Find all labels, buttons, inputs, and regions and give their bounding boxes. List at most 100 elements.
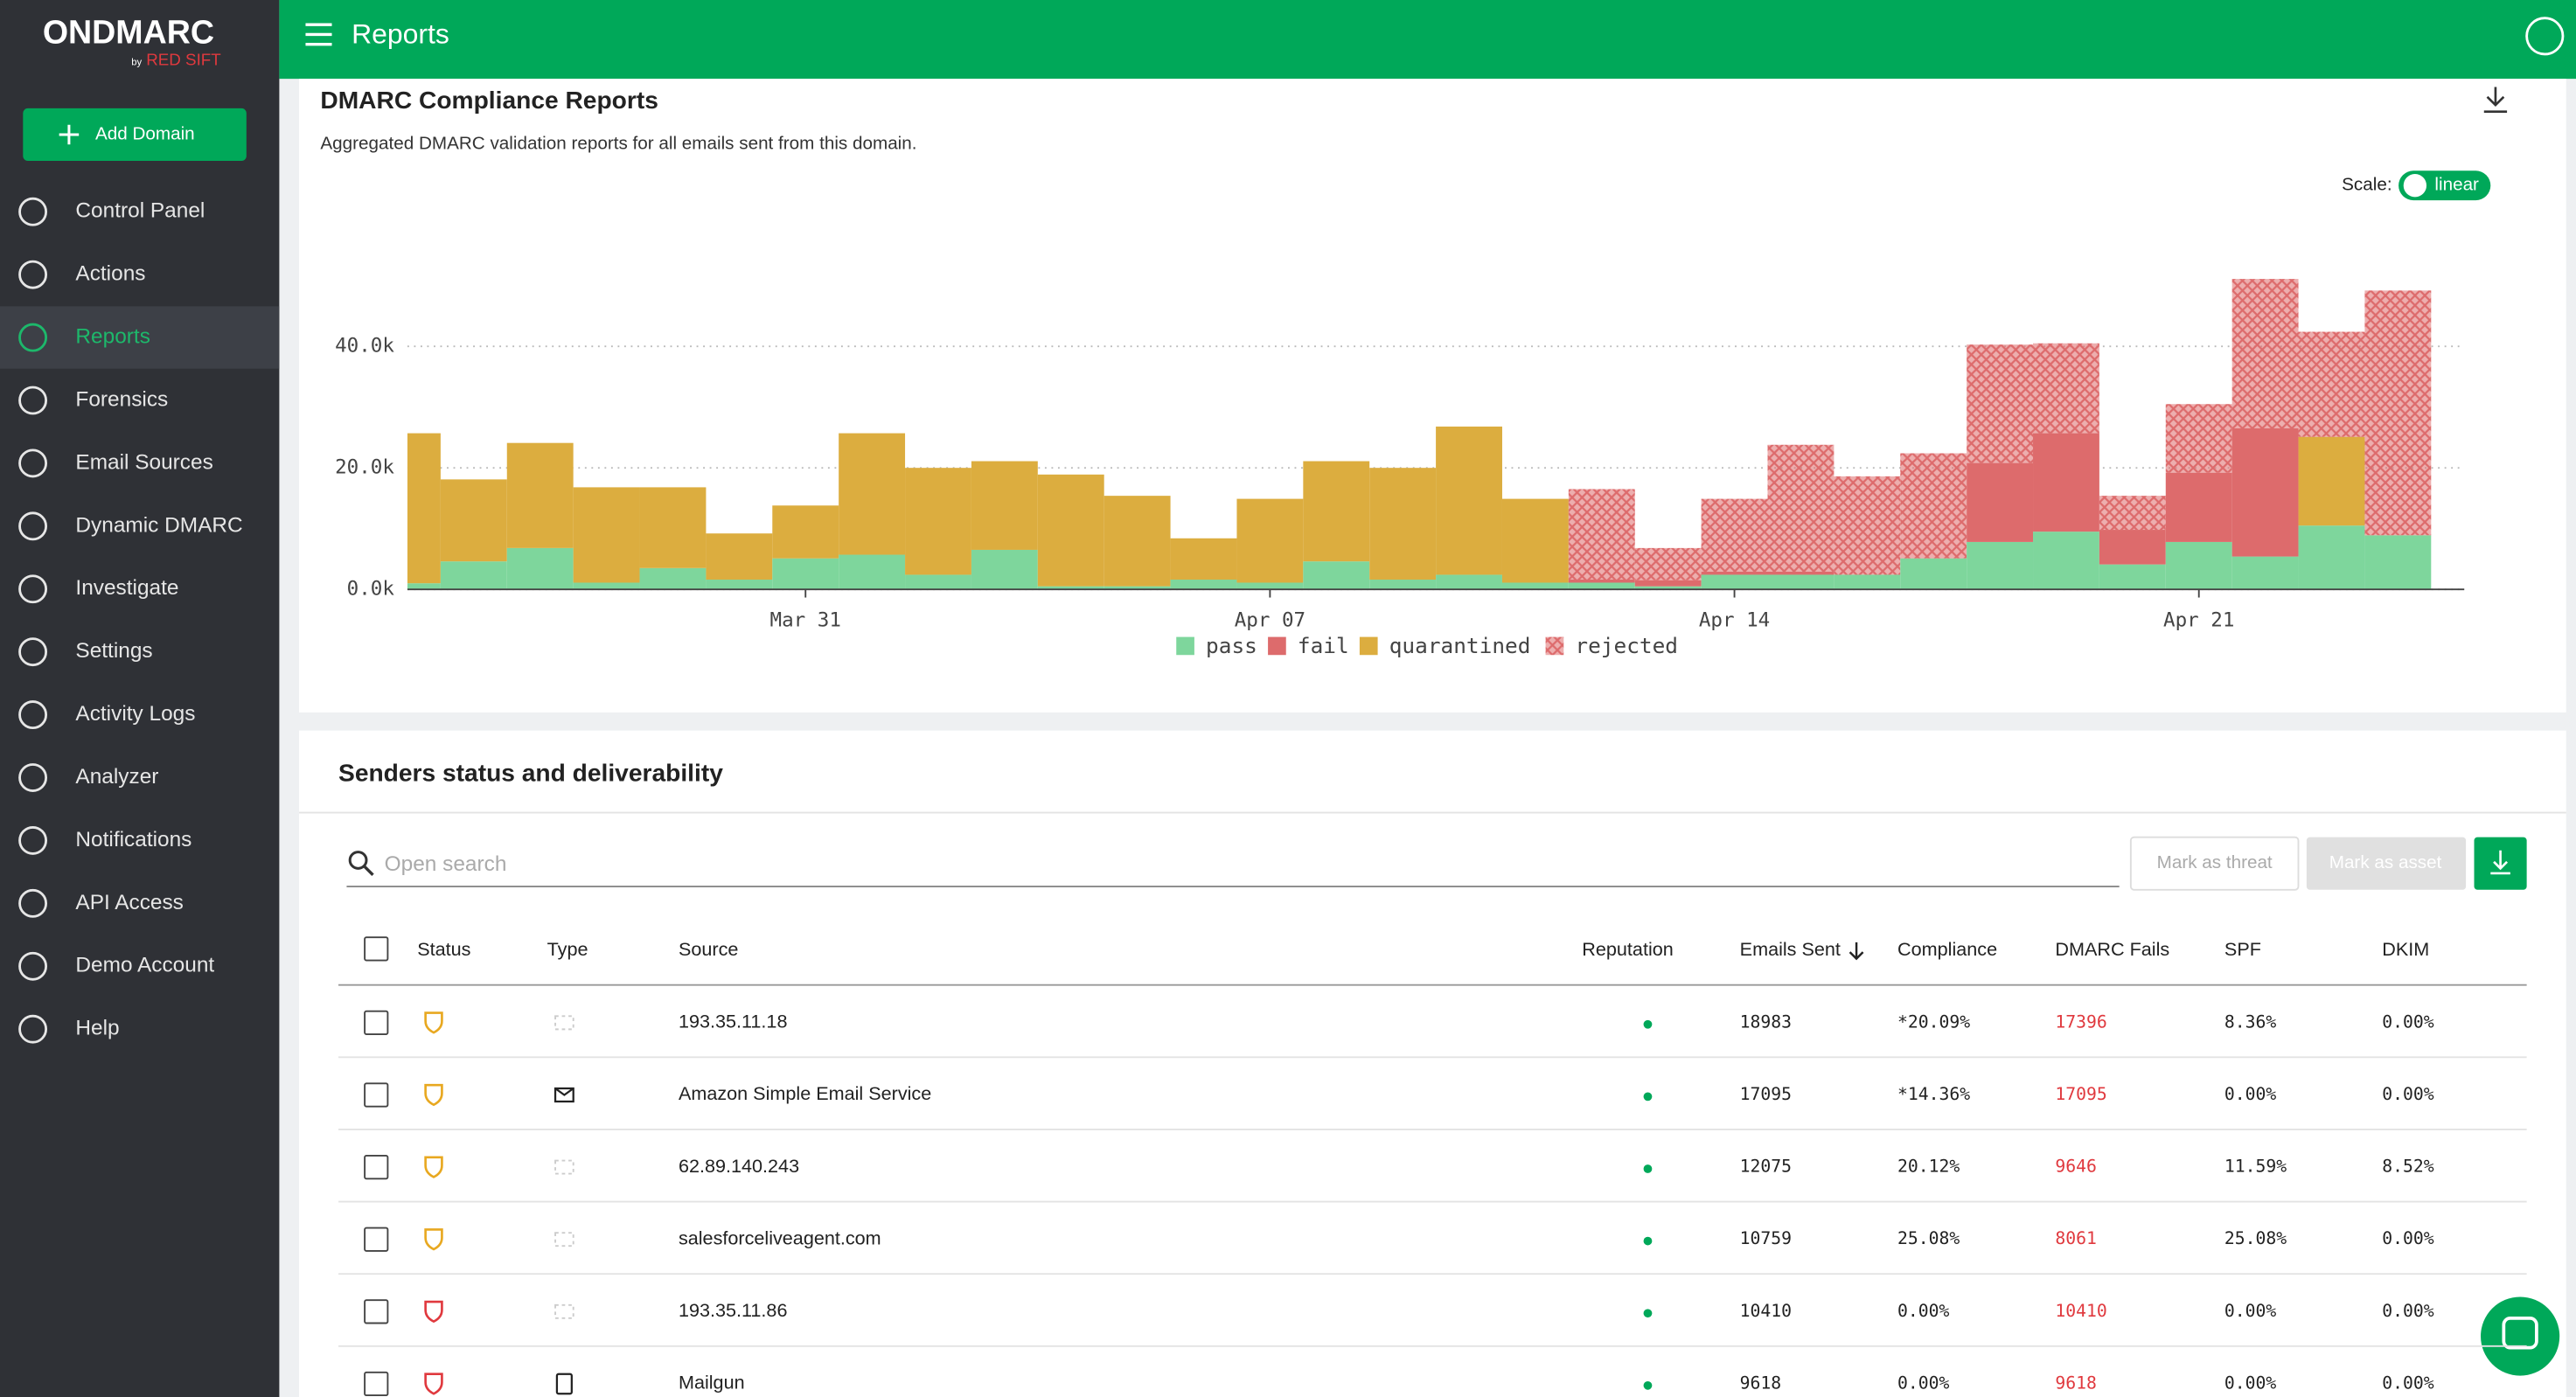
legend-swatch[interactable] <box>1176 637 1194 656</box>
bar-segment <box>507 548 574 589</box>
bar-segment <box>905 574 971 589</box>
row-checkbox[interactable] <box>365 1300 387 1323</box>
bar-segment <box>1767 574 1834 589</box>
source: 193.35.11.86 <box>679 1299 788 1321</box>
y-tick-label: 0.0k <box>347 578 395 601</box>
compliance: 0.00% <box>1897 1373 1950 1393</box>
legend-swatch[interactable] <box>1268 637 1286 656</box>
nav-item[interactable]: Activity Logs <box>75 702 195 726</box>
bar-segment <box>2166 542 2232 589</box>
bar-segment <box>1702 499 1768 572</box>
nav-item[interactable]: Dynamic DMARC <box>75 513 242 537</box>
row-checkbox[interactable] <box>365 1156 387 1178</box>
row-checkbox[interactable] <box>365 1373 387 1395</box>
bar-segment <box>2232 428 2299 557</box>
bar-segment <box>1900 559 1967 589</box>
bar-segment <box>772 559 839 589</box>
bar-segment <box>441 479 507 561</box>
nav-item[interactable]: Investigate <box>75 576 178 600</box>
legend-label: pass <box>1206 633 1257 658</box>
compliance: *20.09% <box>1897 1011 1970 1032</box>
row-checkbox[interactable] <box>365 1083 387 1106</box>
bar-segment <box>1967 463 2033 542</box>
bar-segment <box>1038 475 1104 587</box>
bar-segment <box>1834 574 1900 589</box>
legend-swatch[interactable] <box>1360 637 1378 656</box>
nav-item[interactable]: Forensics <box>75 387 168 411</box>
spf: 8.36% <box>2224 1011 2277 1032</box>
column-header[interactable]: Status <box>417 938 470 960</box>
bar-segment <box>2299 437 2365 525</box>
column-header[interactable]: SPF <box>2224 938 2261 960</box>
bar-segment <box>2232 279 2299 428</box>
bar-segment <box>905 468 971 574</box>
y-tick-label: 20.0k <box>335 456 394 479</box>
nav-item[interactable]: API Access <box>75 891 183 914</box>
column-header[interactable]: Reputation <box>1582 938 1673 960</box>
dkim: 0.00% <box>2382 1301 2434 1321</box>
nav-item[interactable]: Help <box>75 1017 119 1040</box>
column-header[interactable]: Type <box>547 938 588 960</box>
nav-item[interactable]: Reports <box>75 325 150 349</box>
bar-segment <box>2099 496 2166 530</box>
bar-segment <box>706 533 772 580</box>
row-checkbox[interactable] <box>365 1011 387 1034</box>
bar-segment <box>574 487 640 582</box>
x-tick-label: Apr 14 <box>1699 608 1770 631</box>
row-checkbox[interactable] <box>365 1228 387 1251</box>
column-header[interactable]: Source <box>679 938 738 960</box>
bar-segment <box>574 582 640 589</box>
spf: 25.08% <box>2224 1228 2287 1248</box>
nav-item[interactable]: Control Panel <box>75 199 205 223</box>
nav-item[interactable]: Demo Account <box>75 954 214 977</box>
emails-sent: 10759 <box>1740 1228 1792 1248</box>
column-header[interactable]: DMARC Fails <box>2055 938 2169 960</box>
nav-item[interactable]: Analyzer <box>75 765 158 789</box>
reputation-dot <box>1644 1164 1653 1173</box>
select-all-checkbox[interactable] <box>365 937 387 960</box>
legend-label: rejected <box>1575 633 1678 658</box>
bar-segment <box>1369 580 1436 589</box>
x-tick-label: Mar 31 <box>770 608 841 631</box>
bar-segment <box>2364 290 2431 535</box>
column-header[interactable]: Compliance <box>1897 938 1997 960</box>
bar-segment <box>2099 530 2166 565</box>
column-header[interactable]: DKIM <box>2382 938 2429 960</box>
spf: 11.59% <box>2224 1157 2287 1177</box>
senders-title: Senders status and deliverability <box>338 759 723 787</box>
x-tick-label: Apr 21 <box>2163 608 2234 631</box>
bar-segment <box>1502 499 1569 583</box>
legend-swatch[interactable] <box>1546 637 1564 656</box>
nav-item[interactable]: Settings <box>75 639 152 663</box>
bar-segment <box>2299 332 2365 437</box>
source: 193.35.11.18 <box>679 1011 788 1032</box>
x-tick-label: Apr 07 <box>1235 608 1305 631</box>
search-input[interactable]: Open search <box>385 852 507 876</box>
emails-sent: 9618 <box>1740 1373 1782 1393</box>
bar-segment <box>1569 489 1635 580</box>
dmarc-fails: 17095 <box>2055 1084 2106 1104</box>
nav-item[interactable]: Email Sources <box>75 450 212 474</box>
dkim: 0.00% <box>2382 1084 2434 1104</box>
bar-segment <box>640 487 707 567</box>
nav-item[interactable]: Notifications <box>75 828 191 851</box>
bar-segment <box>1369 468 1436 580</box>
y-tick-label: 40.0k <box>335 335 394 358</box>
nav-item[interactable]: Actions <box>75 262 145 286</box>
chat-button[interactable] <box>2481 1296 2559 1375</box>
page-title: Reports <box>352 18 449 50</box>
dmarc-fails: 17396 <box>2055 1011 2106 1032</box>
scale-value: linear <box>2434 175 2479 195</box>
legend-label: quarantined <box>1389 633 1531 658</box>
bar-segment <box>1436 574 1502 589</box>
reputation-dot <box>1644 1381 1653 1390</box>
senders-card <box>299 731 2566 1397</box>
bar-segment <box>507 443 574 548</box>
spf: 0.00% <box>2224 1301 2277 1321</box>
bar-segment <box>1767 445 1834 572</box>
legend-label: fail <box>1298 633 1349 658</box>
column-header[interactable]: Emails Sent <box>1740 938 1841 960</box>
compliance: 20.12% <box>1897 1157 1960 1177</box>
bar-segment <box>1569 580 1635 582</box>
